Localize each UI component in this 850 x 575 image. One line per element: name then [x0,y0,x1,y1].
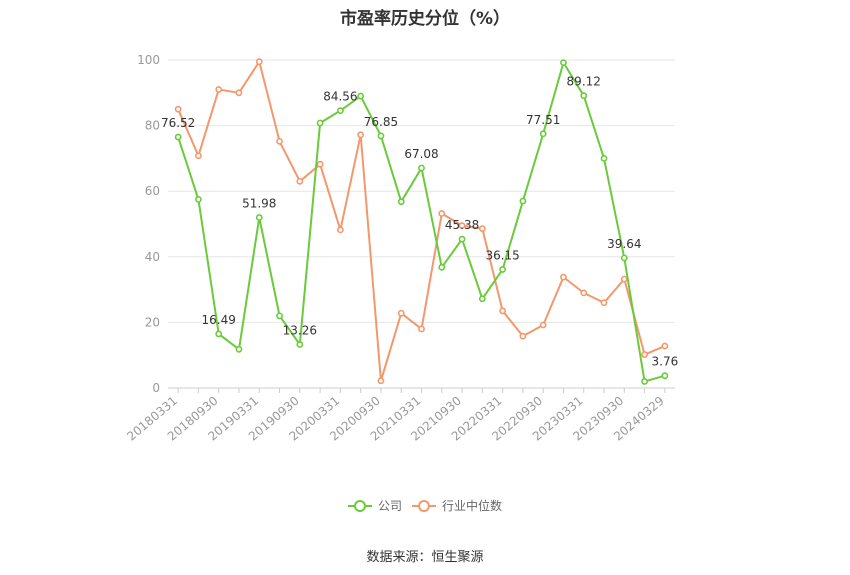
industry-median-point [195,152,202,160]
legend-label: 公司 [378,499,402,513]
company-data-label: 89.12 [567,75,601,89]
company-data-label: 76.85 [364,115,398,129]
industry-median-point [276,137,283,145]
company-point [235,345,243,353]
company-series-line [177,61,666,383]
company-point [377,132,385,140]
company-point [296,341,304,348]
industry-median-point [377,377,385,385]
series-layer [174,58,669,385]
company-point [620,254,628,262]
company-data-label: 16.49 [202,313,236,327]
legend[interactable]: 公司 行业中位数 [348,498,502,513]
company-data-label: 45.38 [445,218,479,232]
company-data-label: 84.56 [323,90,357,104]
company-point [600,154,608,162]
legend-marker-icon [418,500,430,512]
company-point [560,59,567,67]
company-point [276,312,283,320]
chart-title: 市盈率历史分位（%） [339,9,511,29]
company-point [478,295,486,303]
industry-median-point [418,325,425,333]
industry-median-point [600,299,608,307]
company-point [499,266,507,273]
industry-median-series-line [177,60,666,382]
company-data-label: 76.52 [161,116,195,130]
industry-median-point [357,131,365,139]
data-labels: 76.52 16.49 51.98 13.26 84.56 76.85 67.08 45.38… [161,75,678,369]
company-point [418,164,425,172]
industry-median-point [174,105,182,113]
company-point [458,235,466,243]
company-data-label: 39.64 [607,237,641,251]
data-source-note: 数据来源：恒生聚源 [366,550,484,565]
company-point [661,372,669,380]
legend-item-industry-median[interactable]: 行业中位数 [412,498,502,513]
industry-median-point [458,222,466,230]
industry-median-point [478,225,486,232]
y-tick-label: 100 [137,53,160,67]
y-tick-label: 20 [145,315,160,329]
industry-median-point [620,275,628,283]
company-point [336,107,344,115]
industry-median-point [661,342,669,350]
company-data-label: 3.76 [652,355,679,369]
company-point [174,133,182,141]
y-tick-label: 60 [145,184,160,198]
company-point [316,119,324,127]
industry-median-point [519,332,527,340]
company-data-label: 51.98 [242,197,276,211]
company-point [215,330,223,338]
legend-item-company[interactable]: 公司 [348,499,402,513]
company-point [357,92,365,100]
industry-median-point [296,177,304,185]
company-point [195,195,202,203]
company-data-label: 67.08 [404,147,438,161]
company-data-label: 13.26 [283,324,317,338]
industry-median-point [255,58,263,66]
industry-median-point [316,160,324,168]
industry-median-point [499,307,507,315]
legend-label: 行业中位数 [442,498,502,513]
industry-median-point [397,309,405,317]
industry-median-point [215,86,223,93]
industry-median-point [560,273,567,281]
company-data-label: 77.51 [526,113,560,127]
legend-marker-icon [354,500,366,512]
y-tick-label: 40 [145,250,160,264]
y-tick-label: 0 [152,381,160,395]
company-point [255,214,263,221]
company-point [539,130,547,138]
y-tick-label: 80 [145,119,160,133]
industry-median-point [235,89,243,97]
company-point [641,378,648,385]
industry-median-point [580,289,588,297]
grid-layer [168,59,675,323]
industry-median-point [641,351,648,358]
industry-median-point [336,226,344,234]
company-point [438,263,446,271]
company-point [519,197,527,205]
company-point [580,92,588,100]
industry-median-point [539,321,547,329]
industry-median-point [438,210,446,217]
company-point [397,198,405,206]
company-data-label: 36.15 [485,248,519,262]
x-axis: 0204060801002018033120180930201903312019… [124,53,675,444]
